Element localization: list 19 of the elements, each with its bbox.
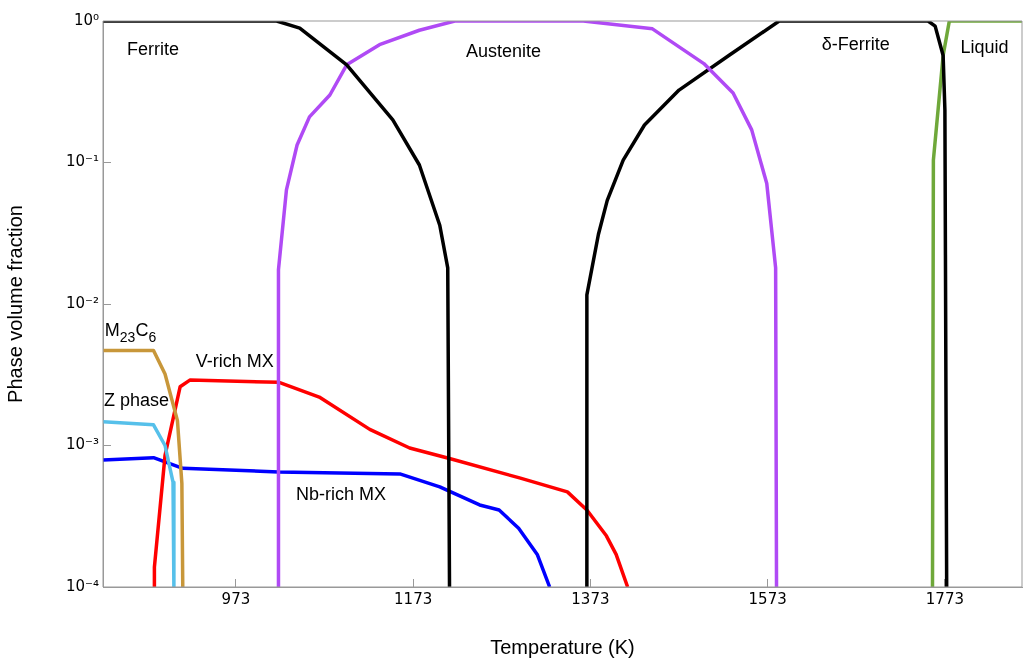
annotation: V-rich MX xyxy=(195,350,274,371)
annotation: Z phase xyxy=(103,390,169,411)
x-tick-label: 1773 xyxy=(925,589,964,608)
y-tick-label: 10⁻¹ xyxy=(65,152,99,171)
annotation: δ-Ferrite xyxy=(821,33,890,54)
x-tick-label: 1173 xyxy=(394,589,433,608)
y-tick-label: 10⁻³ xyxy=(65,435,99,454)
x-tick-label: 1573 xyxy=(748,589,787,608)
y-tick-label: 10⁻² xyxy=(65,293,99,312)
annotation: Ferrite xyxy=(126,38,179,59)
annotation: Liquid xyxy=(960,37,1009,58)
x-tick-label: 973 xyxy=(221,589,251,608)
y-tick-label: 10⁻⁴ xyxy=(65,576,99,595)
annotation: Nb-rich MX xyxy=(295,483,387,504)
annotation: Austenite xyxy=(466,41,542,62)
x-axis-title: Temperature (K) xyxy=(490,635,635,658)
y-axis-title: Phase volume fraction xyxy=(3,205,26,403)
y-tick-label: 10⁰ xyxy=(73,10,99,29)
x-tick-label: 1373 xyxy=(571,589,610,608)
